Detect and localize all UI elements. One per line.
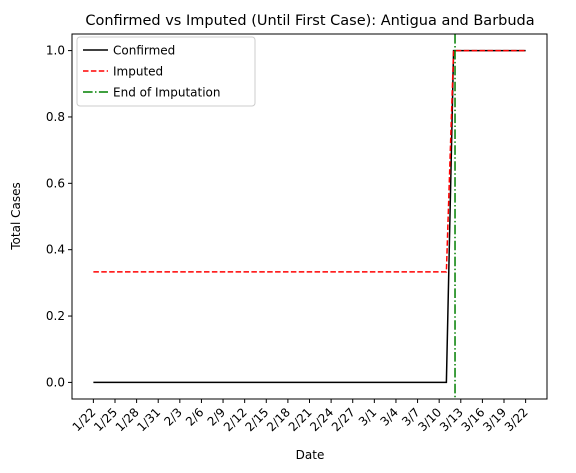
legend-label-imputed: Imputed	[113, 65, 163, 79]
legend: Confirmed Imputed End of Imputation	[76, 36, 256, 107]
y-tick-label: 0.6	[46, 176, 65, 190]
legend-label-end-of-imputation: End of Imputation	[113, 86, 221, 100]
x-axis-label: Date	[296, 448, 325, 462]
chart-title: Confirmed vs Imputed (Until First Case):…	[85, 13, 534, 29]
y-tick-label: 0.4	[46, 243, 65, 257]
series-line-confirmed	[93, 49, 526, 384]
legend-label-confirmed: Confirmed	[113, 44, 175, 58]
y-axis-label: Total Cases	[9, 182, 23, 250]
y-tick-label: 0.0	[46, 375, 65, 389]
y-tick-label: 0.8	[46, 110, 65, 124]
y-tick-label: 1.0	[46, 44, 65, 58]
series-line-imputed	[93, 49, 526, 273]
y-tick-label: 0.2	[46, 309, 65, 323]
